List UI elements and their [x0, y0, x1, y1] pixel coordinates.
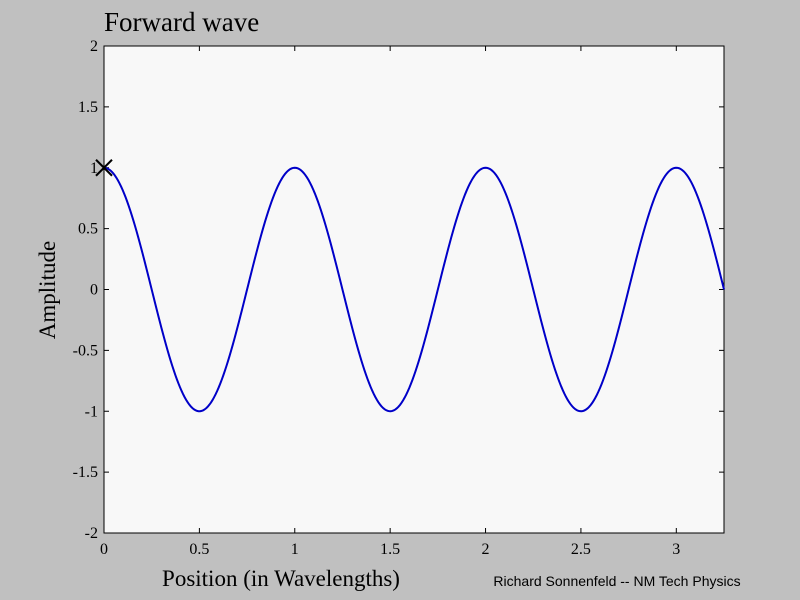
x-tick-label: 0: [100, 541, 108, 558]
y-tick-label: 1.5: [78, 99, 98, 116]
y-tick-label: -2: [85, 525, 98, 542]
x-tick-label: 3: [672, 541, 680, 558]
chart-title: Forward wave: [104, 7, 259, 37]
credit-text: Richard Sonnenfeld -- NM Tech Physics: [493, 573, 740, 589]
y-axis-title: Amplitude: [35, 241, 60, 339]
y-tick-label: 0.5: [78, 221, 98, 238]
x-axis-title: Position (in Wavelengths): [162, 566, 400, 591]
x-tick-label: 2: [482, 541, 490, 558]
axis-ticks: [103, 45, 724, 534]
y-tick-labels: -2 -1.5 -1 -0.5 0 0.5 1 1.5 2: [73, 38, 98, 542]
y-tick-label: 1: [90, 160, 98, 177]
x-tick-label: 2.5: [571, 541, 591, 558]
x-marker: [95, 159, 113, 177]
x-tick-labels: 0 0.5 1 1.5 2 2.5 3: [100, 541, 680, 558]
y-tick-label: -0.5: [73, 342, 98, 359]
markers: [95, 159, 113, 177]
x-tick-label: 1.5: [380, 541, 400, 558]
plot-area: [103, 45, 725, 534]
x-tick-label: 0.5: [189, 541, 209, 558]
y-tick-label: -1: [85, 403, 98, 420]
y-tick-label: 2: [90, 38, 98, 55]
x-tick-label: 1: [291, 541, 299, 558]
forward-wave-line: [103, 166, 725, 413]
y-tick-label: -1.5: [73, 464, 98, 481]
y-tick-label: 0: [90, 282, 98, 299]
